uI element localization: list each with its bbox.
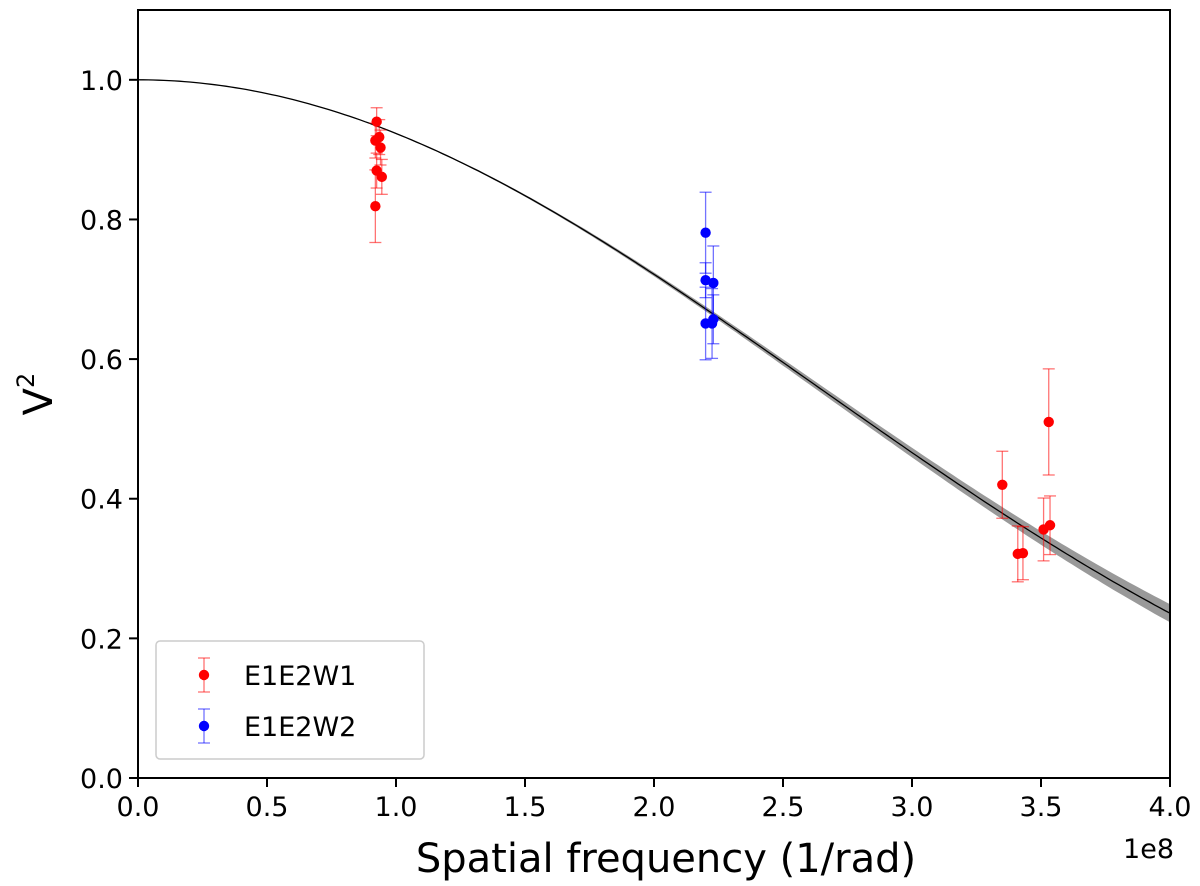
legend: E1E2W1 E1E2W2: [155, 640, 425, 760]
series-e1e2w1: [369, 107, 1057, 583]
legend-label: E1E2W2: [244, 712, 356, 743]
series-e1e2w2: [699, 191, 720, 361]
model-curve: [138, 79, 1171, 614]
data-point: [708, 277, 719, 289]
y-axis-title-base: V: [16, 387, 62, 415]
y-tick-label: 0.0: [80, 764, 123, 795]
data-point: [370, 200, 381, 212]
data-point: [706, 318, 718, 329]
y-tick-label: 0.4: [80, 485, 123, 516]
x-tick-label: 3.5: [1020, 792, 1063, 823]
y-tick-label: 1.0: [80, 66, 123, 97]
model-band-layer: [138, 79, 1170, 623]
data-point: [375, 142, 386, 153]
axis-ticks: 0.0 0.5 1.0 1.5 2.0 2.5 3.0 3.5 4.0 0.0 0.2 0.4 0.6 0…: [80, 66, 1191, 823]
x-tick-label: 2.0: [633, 792, 676, 823]
x-tick-label: 4.0: [1149, 792, 1192, 823]
legend-entry-e1e2w2: E1E2W2: [198, 708, 356, 744]
x-tick-label: 1.0: [375, 792, 418, 823]
x-tick-label: 0.5: [246, 792, 289, 823]
legend-entry-e1e2w1: E1E2W1: [198, 657, 356, 693]
x-tick-label: 2.5: [762, 792, 805, 823]
data-point: [1017, 547, 1029, 559]
x-axis-offset-label: 1e8: [1123, 834, 1174, 865]
y-tick-label: 0.6: [80, 345, 123, 376]
legend-box: [155, 640, 425, 760]
y-tick-label: 0.8: [80, 205, 123, 236]
y-tick-label: 0.2: [80, 624, 123, 655]
data-point: [700, 227, 711, 238]
data-point: [997, 479, 1008, 490]
data-point: [1043, 416, 1054, 428]
data-points-layer: [369, 107, 1057, 583]
model-uncertainty-band: [138, 79, 1170, 623]
y-axis-title-superscript: 2: [12, 373, 40, 388]
data-point: [376, 171, 388, 183]
legend-label: E1E2W1: [244, 661, 356, 692]
data-point: [1044, 520, 1056, 531]
x-tick-label: 1.5: [504, 792, 547, 823]
x-tick-label: 0.0: [117, 792, 160, 823]
model-curve-layer: [138, 79, 1171, 614]
y-axis-title: V2: [12, 373, 62, 416]
legend-marker: [198, 669, 210, 681]
x-tick-label: 3.0: [891, 792, 934, 823]
legend-marker: [198, 720, 210, 732]
data-point: [371, 116, 382, 127]
x-axis-title: Spatial frequency (1/rad): [416, 836, 916, 882]
